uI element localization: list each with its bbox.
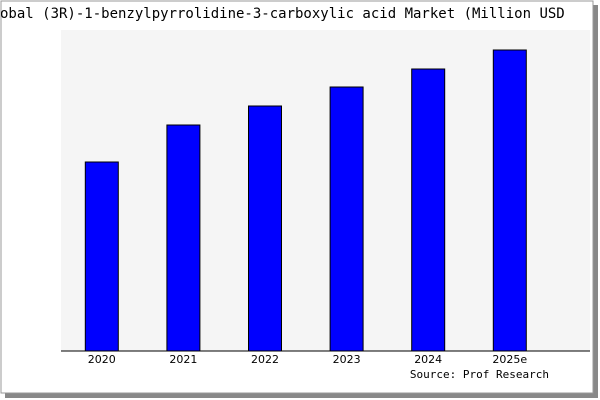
bar (248, 105, 282, 352)
bar (166, 124, 201, 352)
x-tick-label: 2021 (169, 353, 197, 366)
x-tick-label: 2022 (251, 353, 279, 366)
x-tick-label: 2023 (333, 353, 361, 366)
chart-title: obal (3R)-1-benzylpyrrolidine-3-carboxyl… (0, 6, 565, 22)
title-group: obal (3R)-1-benzylpyrrolidine-3-carboxyl… (0, 6, 565, 22)
source: Source: Prof Research (410, 368, 549, 381)
x-tick-label: 2024 (414, 353, 442, 366)
bar (492, 49, 527, 352)
x-tick-label: 2025e (492, 353, 527, 366)
bar (411, 68, 446, 352)
x-tick-label: 2020 (88, 353, 116, 366)
bar (84, 161, 119, 352)
bar (329, 86, 364, 352)
